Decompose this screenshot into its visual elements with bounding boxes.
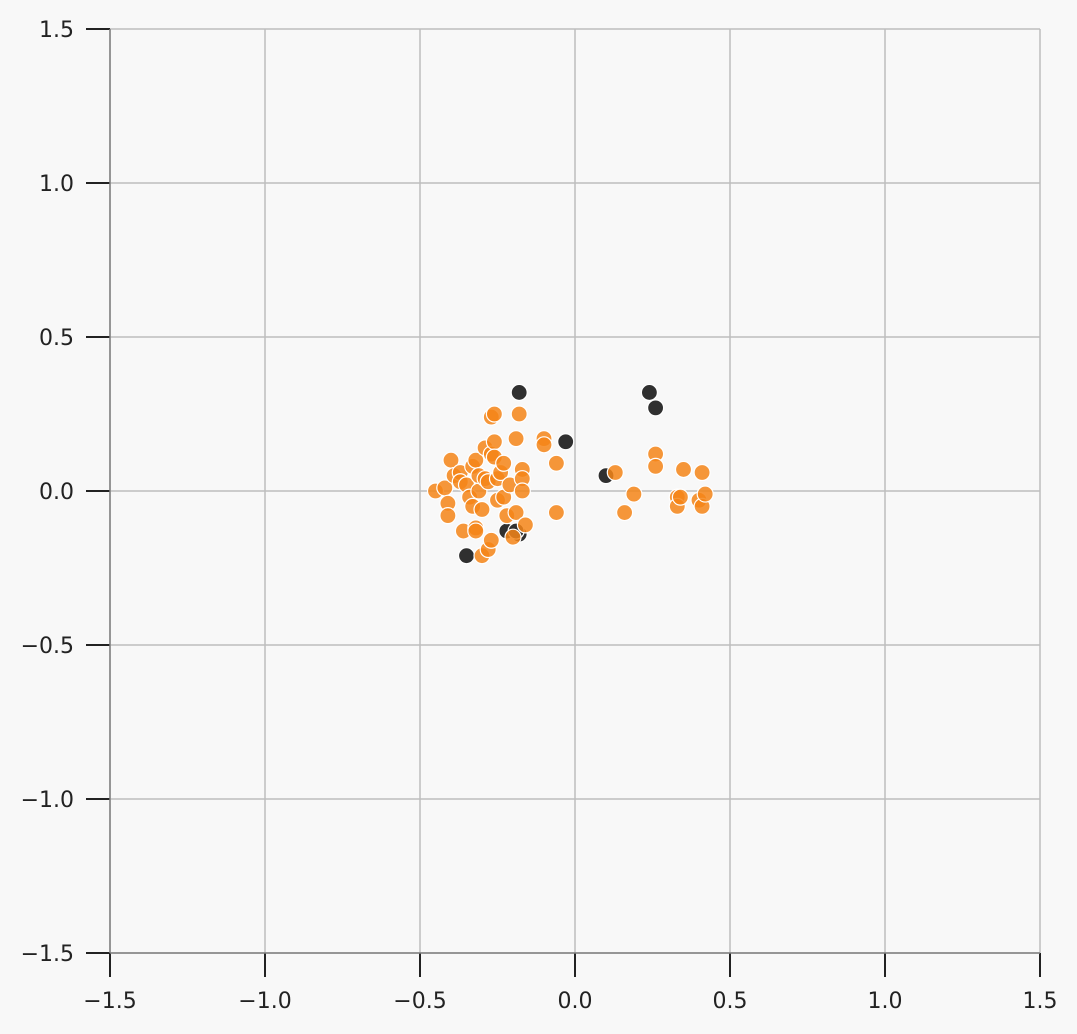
scatter-point [671,488,690,506]
scatter-point [504,528,522,546]
y-tick-label: 0.5 [39,326,74,351]
y-tick-label: −1.0 [21,788,74,813]
scatter-point [625,485,643,503]
scatter-point [510,383,528,402]
scatter-point [473,500,491,519]
scatter-point [439,507,457,525]
scatter-point [516,516,535,534]
scatter-point [513,482,531,500]
scatter-point [640,383,659,402]
y-tick-label: 1.5 [39,18,74,43]
scatter-point [646,399,665,417]
scatter-point [467,522,485,540]
scatter-point [495,454,513,472]
scatter-point [693,463,711,482]
y-tick-label: 1.0 [39,172,74,197]
scatter-point [615,503,634,522]
scatter-point [547,454,566,472]
scatter-point [510,405,528,423]
x-tick-label: −1.5 [83,989,136,1014]
x-tick-label: 0.0 [558,989,593,1014]
x-tick-label: 1.0 [868,989,903,1014]
scatter-point [674,460,693,479]
x-tick-label: −0.5 [393,989,446,1014]
scatter-point [606,463,624,482]
axes: −1.5 −1.5 −1.0 −1.0 −0.5 −0.5 0.0 0.0 0.5 0.5 1.0 1… [21,18,1058,1014]
scatter-point [557,433,575,451]
scatter-point [482,531,500,549]
scatter-point [646,457,665,475]
x-tick-label: 1.5 [1023,989,1058,1014]
scatter-point [547,503,566,522]
scatter-point [485,433,503,451]
x-tick-label: 0.5 [713,989,748,1014]
scatter-point [485,405,503,423]
scatter-point [507,430,525,448]
scatter-point [457,547,476,565]
data-points [426,383,714,565]
grid [109,28,1041,954]
scatter-point [507,503,525,522]
y-tick-label: 0.0 [39,480,74,505]
scatter-point [696,485,714,503]
x-tick-label: −1.0 [238,989,291,1014]
scatter-point [535,436,553,454]
y-tick-label: −0.5 [21,634,74,659]
y-tick-label: −1.5 [21,942,74,967]
